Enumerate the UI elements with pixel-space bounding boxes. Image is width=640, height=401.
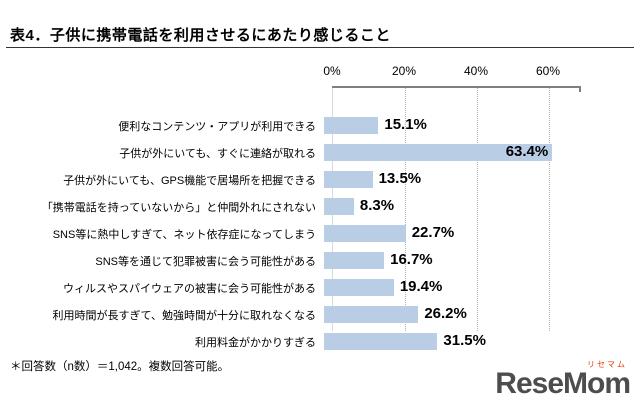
value-label: 19.4%	[399, 278, 443, 295]
bar	[324, 333, 438, 350]
bar-row: 子供が外にいても、GPS機能で居場所を把握できる 13.5%	[0, 166, 640, 193]
category-label: 利用料金がかかりすぎる	[195, 336, 316, 349]
x-tick-label: 60%	[535, 64, 561, 78]
bar-track: 22.7%	[324, 220, 624, 247]
logo-text: ReseMom	[495, 367, 631, 400]
x-axis-line	[332, 86, 580, 88]
x-axis: 0% 20% 40% 60%	[0, 60, 640, 84]
category-label: 「携帯電話を持っていないから」と仲間外れにされない	[41, 201, 316, 214]
bar-track: 26.2%	[324, 301, 624, 328]
x-axis-end-tick	[579, 86, 581, 92]
bar-track: 15.1%	[324, 112, 624, 139]
bar-track: 8.3%	[324, 193, 624, 220]
page-title: 表4．子供に携帯電話を利用させるにあたり感じること	[10, 27, 391, 44]
bar-rows: 便利なコンテンツ・アプリが利用できる 15.1% 子供が外にいても、すぐに連絡が取れ…	[0, 112, 640, 355]
bar	[324, 252, 385, 269]
logo-subtext: リセマム	[587, 360, 627, 369]
bar-row: SNS等を通じて犯罪被害に会う可能性がある 16.7%	[0, 247, 640, 274]
bar-row: 便利なコンテンツ・アプリが利用できる 15.1%	[0, 112, 640, 139]
bar-chart: 0% 20% 40% 60% 便利なコンテンツ・アプリが利用できる 15.1% 子供が外に…	[0, 60, 640, 355]
category-label: 利用時間が長すぎて、勉強時間が十分に取れなくなる	[52, 309, 316, 322]
value-label: 63.4%	[505, 143, 549, 160]
bar-row: SNS等に熱中しすぎて、ネット依存症になってしまう 22.7%	[0, 220, 640, 247]
gridline	[549, 88, 550, 331]
value-label: 26.2%	[424, 305, 467, 322]
bar	[324, 198, 354, 215]
bar	[324, 225, 406, 242]
value-label: 31.5%	[443, 332, 486, 349]
bar-track: 19.4%	[324, 274, 624, 301]
gridline	[477, 88, 478, 331]
bar-row: ウィルスやスパイウェアの被害に会う可能性がある 19.4%	[0, 274, 640, 301]
bar-track: 13.5%	[324, 166, 624, 193]
value-label: 16.7%	[390, 251, 433, 268]
bar	[324, 279, 394, 296]
bar-track: 31.5%	[324, 328, 624, 355]
value-label: 13.5%	[378, 170, 422, 187]
category-label: 子供が外にいても、すぐに連絡が取れる	[119, 147, 316, 160]
gridline	[405, 88, 406, 331]
x-tick-label: 20%	[391, 64, 417, 78]
bar	[324, 306, 419, 323]
bar-row: 利用料金がかかりすぎる 31.5%	[0, 328, 640, 355]
category-label: SNS等を通じて犯罪被害に会う可能性がある	[95, 255, 316, 268]
bar-row: 「携帯電話を持っていないから」と仲間外れにされない 8.3%	[0, 193, 640, 220]
value-label: 22.7%	[411, 224, 455, 241]
category-label: 子供が外にいても、GPS機能で居場所を把握できる	[63, 174, 316, 187]
category-label: ウィルスやスパイウェアの被害に会う可能性がある	[63, 282, 316, 295]
title-divider	[6, 47, 634, 48]
bar-row: 子供が外にいても、すぐに連絡が取れる 63.4%	[0, 139, 640, 166]
category-label: 便利なコンテンツ・アプリが利用できる	[118, 120, 316, 133]
bar	[324, 117, 379, 134]
bar-row: 利用時間が長すぎて、勉強時間が十分に取れなくなる 26.2%	[0, 301, 640, 328]
resemom-logo: リセマム ReseMom	[495, 360, 631, 400]
value-label: 8.3%	[359, 197, 395, 214]
bar-track: 63.4%	[324, 139, 624, 166]
bar-track: 16.7%	[324, 247, 624, 274]
footnote: ＊回答数（n数）＝1,042。複数回答可能。	[10, 361, 230, 373]
bar	[324, 171, 373, 188]
x-tick-label: 0%	[323, 64, 341, 78]
category-label: SNS等に熱中しすぎて、ネット依存症になってしまう	[52, 228, 316, 241]
value-label: 15.1%	[384, 116, 427, 133]
bar	[324, 144, 553, 161]
x-tick-label: 40%	[463, 64, 489, 78]
